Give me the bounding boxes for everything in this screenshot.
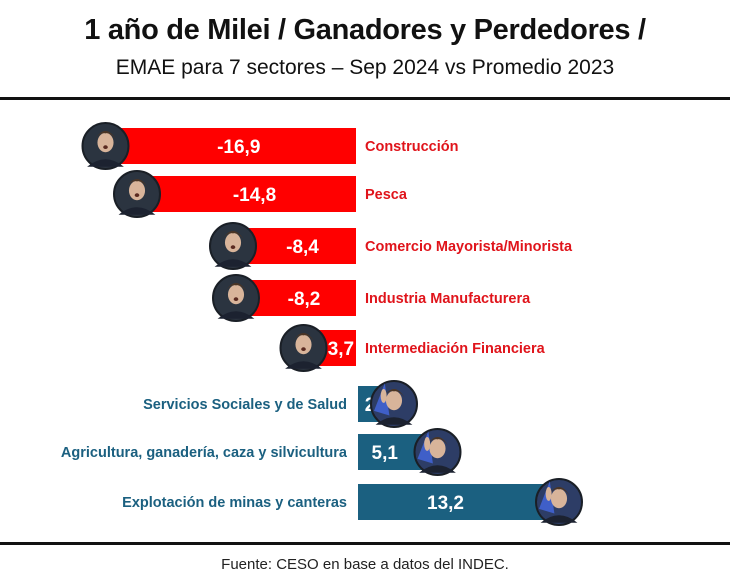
- avatar-photo: [212, 274, 260, 322]
- avatar-photo: [81, 122, 130, 170]
- data-label: -16,9: [217, 137, 260, 158]
- avatar-mouth: [301, 347, 306, 351]
- avatar-face: [429, 438, 446, 459]
- data-label: -8,4: [286, 237, 319, 258]
- avatar-suit: [217, 311, 255, 319]
- top-divider: [0, 97, 730, 100]
- avatar-hair: [548, 487, 570, 496]
- category-label: Industria Manufacturera: [365, 291, 531, 307]
- avatar-hair: [126, 179, 148, 188]
- data-label: -3,7: [321, 339, 354, 360]
- avatar-mouth: [103, 145, 108, 149]
- avatar-hair: [383, 389, 405, 398]
- avatar-thumb-hand: [424, 437, 431, 451]
- avatar-suit: [419, 465, 456, 473]
- avatar-photo: [413, 428, 462, 476]
- data-label: 5,1: [372, 443, 399, 464]
- avatar-mouth: [134, 193, 140, 197]
- avatar-suit: [540, 515, 578, 523]
- avatar-suit: [285, 361, 322, 369]
- avatar-face: [97, 132, 114, 153]
- avatar-photo: [113, 170, 161, 218]
- avatar-photo: [535, 478, 583, 526]
- avatar-suit: [214, 259, 252, 267]
- category-label: Intermediación Financiera: [365, 341, 546, 357]
- avatar-face: [295, 334, 312, 355]
- category-label: Pesca: [365, 187, 408, 203]
- avatar-face: [224, 232, 242, 253]
- avatar-thumb-hand: [380, 389, 387, 403]
- chart-subtitle: EMAE para 7 sectores – Sep 2024 vs Prome…: [115, 56, 615, 79]
- avatar-face: [385, 390, 403, 411]
- data-label: 13,2: [427, 493, 464, 514]
- bar: [358, 484, 556, 520]
- avatar-suit: [87, 159, 124, 167]
- avatar-face: [227, 284, 245, 305]
- avatar-face: [550, 488, 568, 509]
- avatar-photo: [279, 324, 328, 372]
- chart-title: 1 año de Milei / Ganadores y Perdedores …: [84, 14, 646, 46]
- bar: [102, 128, 356, 164]
- category-label: Construcción: [365, 139, 458, 155]
- avatar-photo: [209, 222, 257, 270]
- avatar-suit: [118, 207, 156, 215]
- bottom-divider: [0, 542, 730, 545]
- avatar-mouth: [233, 297, 239, 301]
- avatar-face: [128, 180, 146, 201]
- avatar-hair: [225, 283, 247, 292]
- avatar-photo: [370, 380, 418, 428]
- avatar-mouth: [230, 245, 236, 249]
- category-label: Servicios Sociales y de Salud: [143, 397, 347, 413]
- avatar-hair: [95, 131, 116, 140]
- avatar-hair: [222, 231, 244, 240]
- avatar-suit: [375, 417, 413, 425]
- bar: [134, 176, 356, 212]
- avatar-thumb-hand: [545, 487, 552, 501]
- avatar-hair: [427, 437, 448, 446]
- category-label: Comercio Mayorista/Minorista: [365, 239, 573, 255]
- data-label: -14,8: [233, 185, 276, 206]
- data-label: -8,2: [288, 289, 321, 310]
- category-label: Explotación de minas y canteras: [122, 495, 347, 511]
- category-label: Agricultura, ganadería, caza y silvicult…: [61, 445, 348, 461]
- avatar-hair: [293, 333, 314, 342]
- source-note: Fuente: CESO en base a datos del INDEC.: [221, 556, 509, 573]
